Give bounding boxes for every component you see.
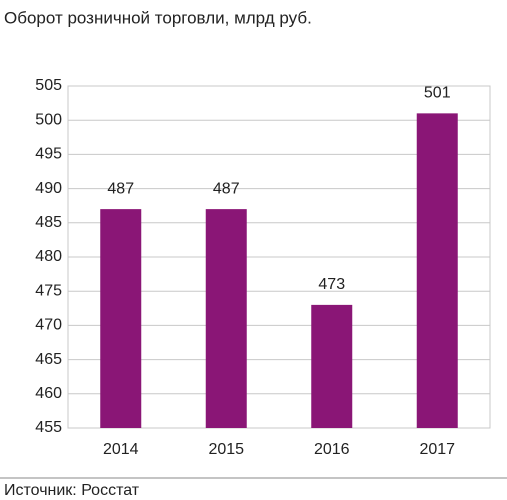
y-tick-label: 485 [35, 214, 62, 231]
y-tick-label: 490 [35, 180, 62, 197]
x-tick-label: 2016 [314, 441, 350, 458]
x-tick-label: 2015 [208, 441, 244, 458]
y-tick-label: 475 [35, 282, 62, 299]
x-tick-label: 2017 [419, 441, 455, 458]
bar [416, 113, 458, 429]
x-tick-label: 2014 [103, 441, 139, 458]
bar [311, 304, 353, 428]
chart-title: Оборот розничной торговли, млрд руб. [4, 8, 312, 27]
y-tick-label: 505 [35, 77, 62, 94]
bar [205, 209, 247, 428]
y-tick-label: 495 [35, 146, 62, 163]
source-note: Источник: Росстат [4, 482, 140, 499]
y-tick-label: 455 [35, 419, 62, 436]
y-tick-label: 480 [35, 248, 62, 265]
value-label: 501 [424, 85, 451, 102]
value-label: 487 [107, 180, 134, 197]
value-label: 487 [213, 180, 240, 197]
y-tick-label: 470 [35, 317, 62, 334]
bar [100, 209, 142, 428]
y-tick-label: 460 [35, 385, 62, 402]
value-label: 473 [318, 276, 345, 293]
y-tick-label: 500 [35, 111, 62, 128]
y-tick-label: 465 [35, 351, 62, 368]
